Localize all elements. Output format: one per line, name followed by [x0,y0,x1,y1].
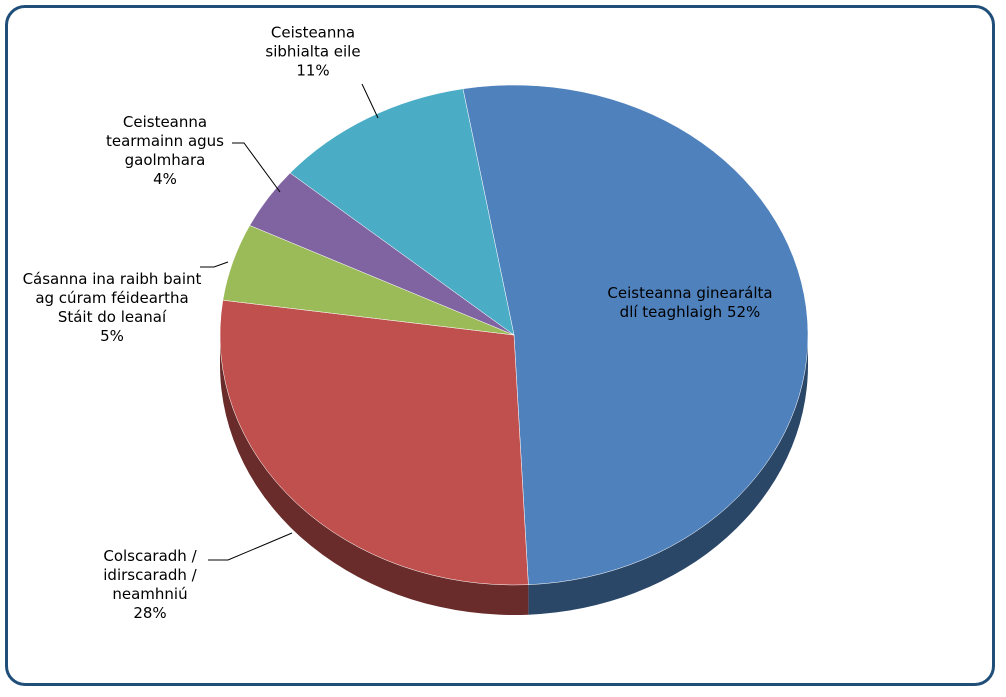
value-label: 4% [153,170,177,188]
slice-label: Cásanna ina raibh baint ag cúram féidear… [17,270,207,346]
slice-label: Ceisteanna ginearálta dlí teaghlaigh 52% [603,284,778,322]
value-label: 5% [100,327,124,345]
category-label: Ceisteanna ginearálta dlí teaghlaigh [607,284,773,321]
slice-label: Ceisteanna tearmainn agus gaolmhara 4% [90,113,240,189]
value-label: 11% [296,61,330,80]
slice [289,88,515,336]
category-label: Colscaradh / idirscaradh / neamhniú [103,547,197,603]
value-label: 52% [726,303,761,321]
slice-side [220,335,529,615]
leader-line [200,261,229,268]
category-label: Ceisteanna tearmainn agus gaolmhara [106,113,224,169]
slice-label: Ceisteanna sibhialta eile 11% [243,24,383,81]
category-label: Cásanna ina raibh baint ag cúram féidear… [22,270,202,326]
slice [462,84,809,585]
slice-label: Colscaradh / idirscaradh / neamhniú 28% [85,547,215,623]
category-label: Ceisteanna sibhialta eile [265,23,361,61]
value-label: 28% [133,604,167,622]
leader-line [232,142,281,193]
leader-line [361,83,379,119]
leader-line [208,532,293,561]
slice-side [528,335,808,615]
chart-frame [5,5,995,686]
slice [219,299,529,586]
